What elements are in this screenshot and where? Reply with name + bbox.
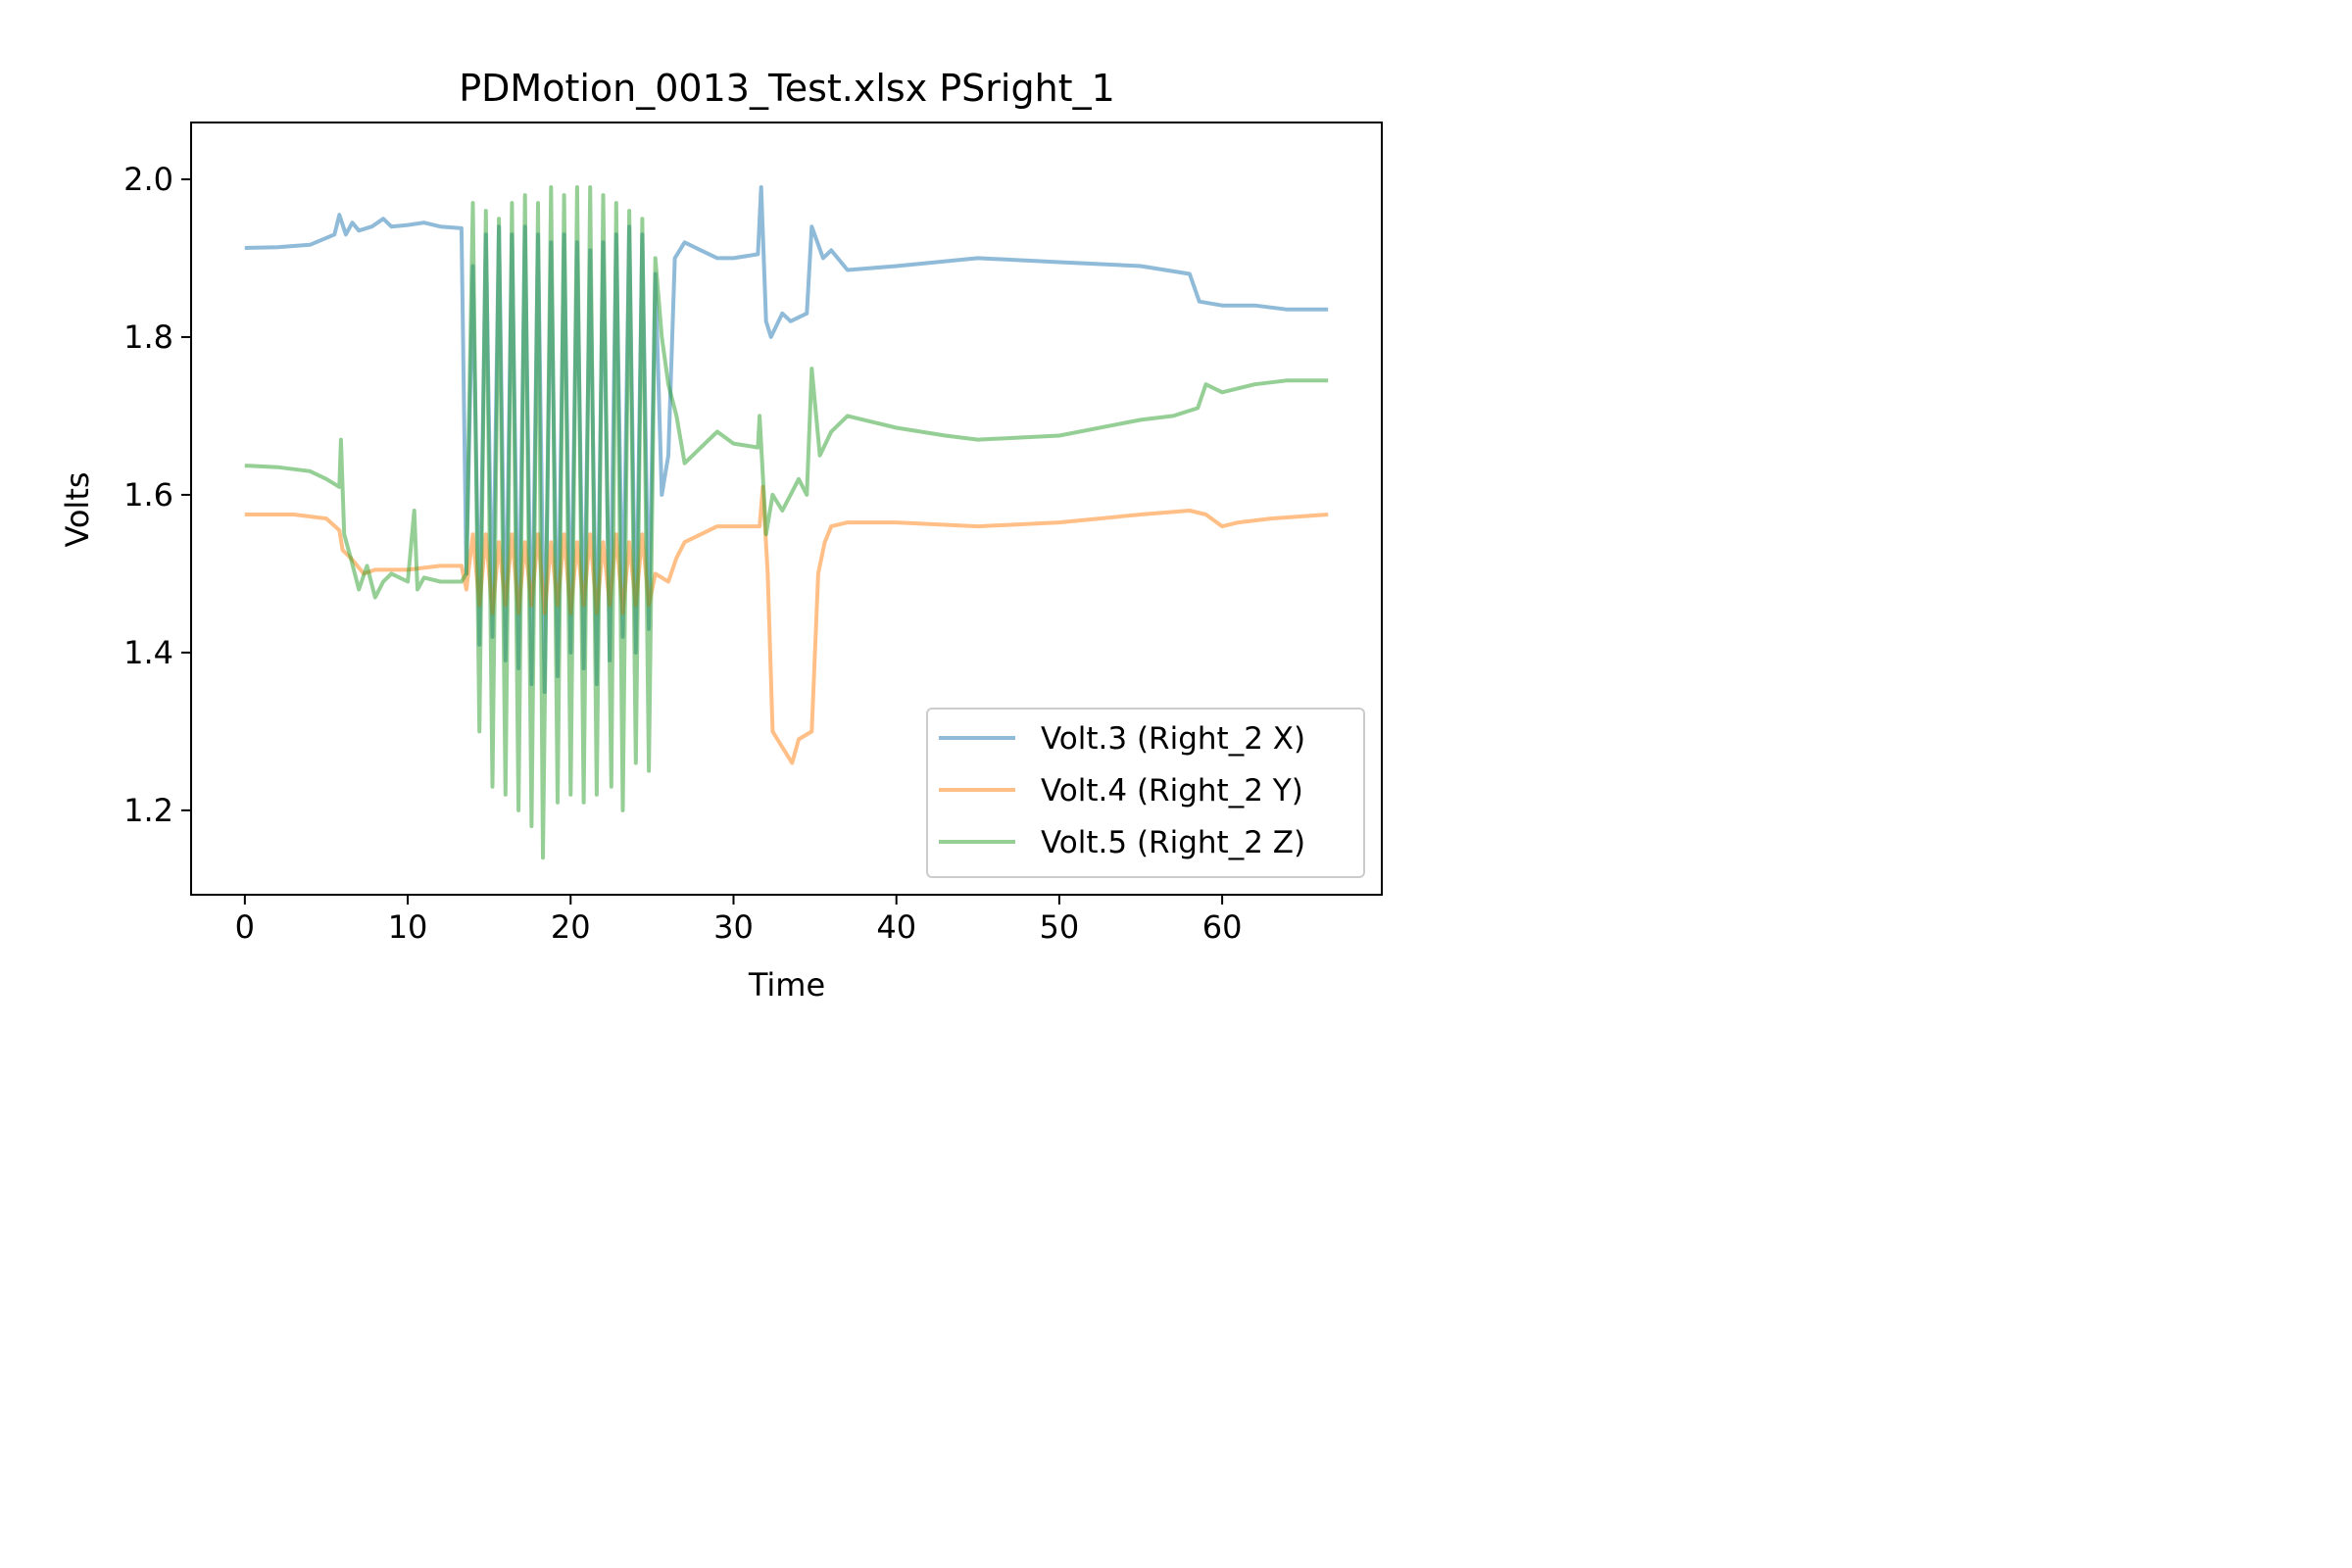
- y-tick-label: 1.8: [123, 318, 173, 356]
- x-tick-label: 10: [388, 908, 428, 946]
- y-tick-label: 1.4: [123, 634, 173, 671]
- y-tick-label: 1.6: [123, 476, 173, 514]
- y-tick-label: 2.0: [123, 161, 173, 198]
- x-tick-label: 0: [235, 908, 255, 946]
- y-axis-label: Volts: [59, 471, 96, 547]
- series-line-3: [244, 185, 1329, 860]
- x-axis-label: Time: [748, 966, 825, 1004]
- x-tick-label: 20: [551, 908, 591, 946]
- y-axis: 1.2 1.4 1.6 1.8 2.0: [123, 161, 191, 829]
- legend-label-2: Volt.4 (Right_2 Y): [1041, 773, 1303, 808]
- series-line-2: [244, 484, 1329, 765]
- y-tick-label: 1.2: [123, 792, 173, 829]
- chart-title: PDMotion_0013_Test.xlsx PSright_1: [459, 67, 1115, 110]
- plot-frame: [190, 122, 1383, 896]
- legend-label-1: Volt.3 (Right_2 X): [1041, 721, 1305, 757]
- legend-box: [926, 708, 1365, 878]
- x-tick-label: 40: [876, 908, 916, 946]
- legend: Volt.3 (Right_2 X) Volt.4 (Right_2 Y) Volt…: [926, 708, 1365, 878]
- x-tick-label: 30: [713, 908, 754, 946]
- series-layer: [244, 185, 1329, 860]
- x-axis: 0 10 20 30 40 50 60: [235, 895, 1243, 946]
- legend-label-3: Volt.5 (Right_2 Z): [1041, 825, 1305, 860]
- x-tick-label: 50: [1040, 908, 1080, 946]
- x-tick-label: 60: [1202, 908, 1243, 946]
- chart: PDMotion_0013_Test.xlsx PSright_1 0 10 20 3…: [0, 0, 1511, 1025]
